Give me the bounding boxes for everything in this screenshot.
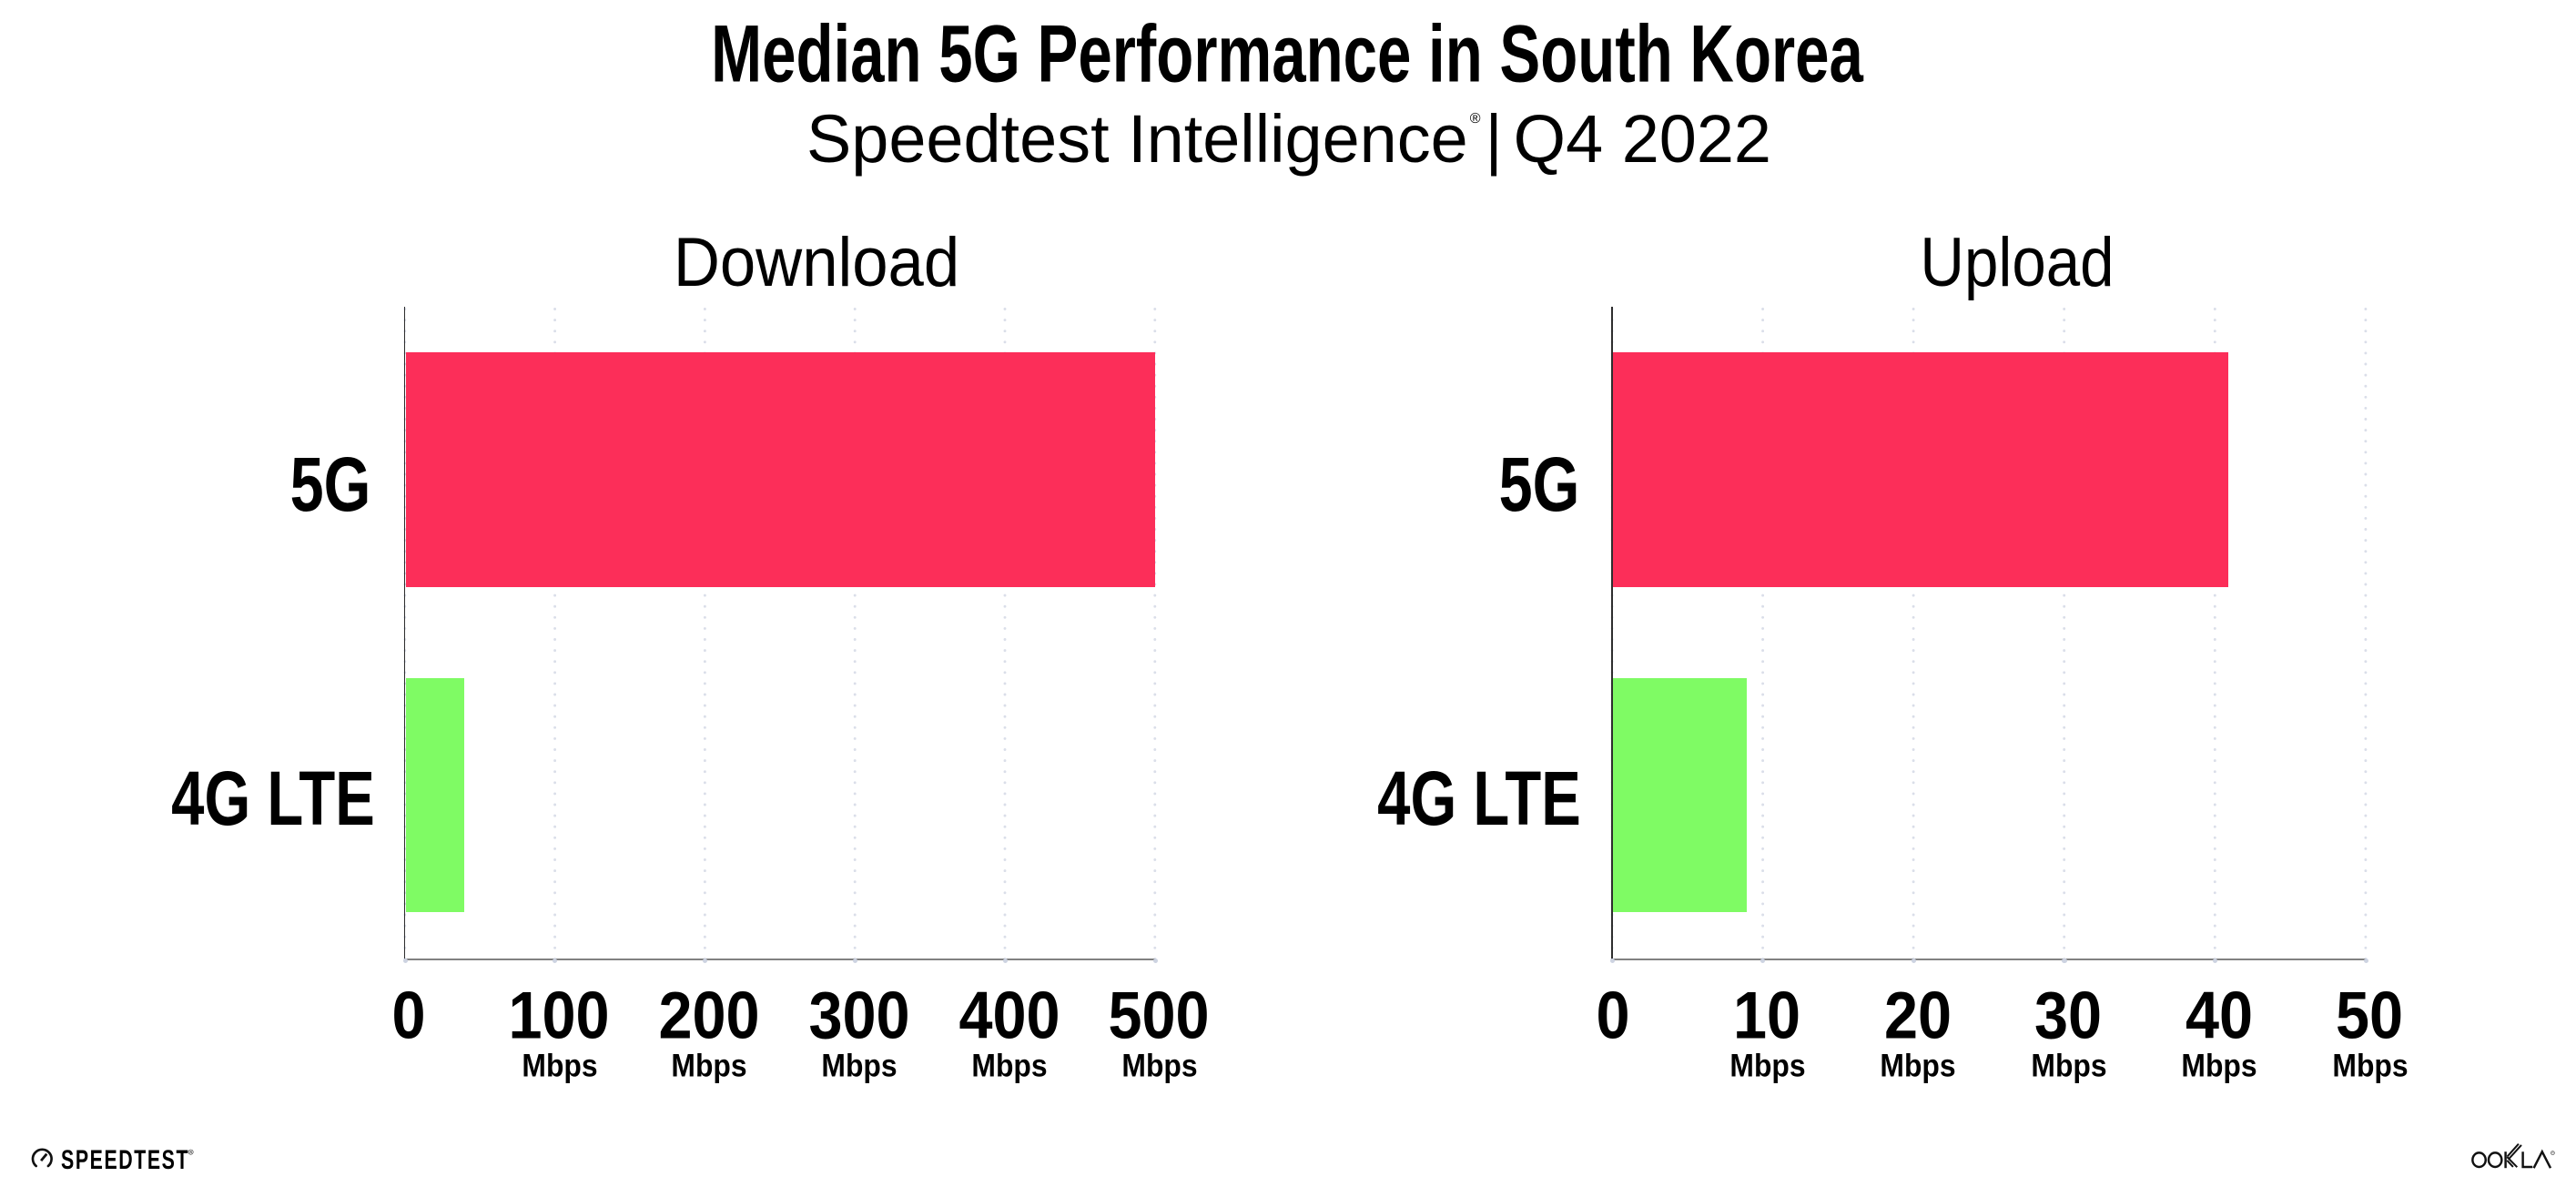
svg-text:R: R	[189, 1150, 192, 1153]
svg-text:R: R	[2551, 1151, 2553, 1154]
